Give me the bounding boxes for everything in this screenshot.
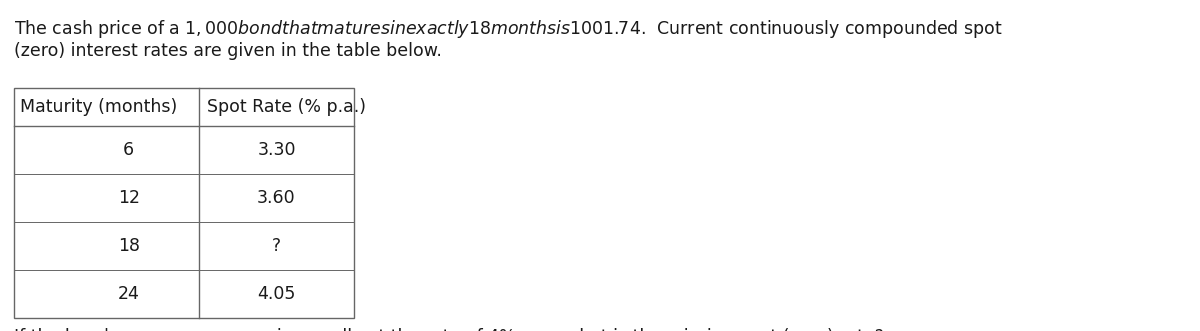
Text: 6: 6	[124, 141, 134, 159]
Text: (zero) interest rates are given in the table below.: (zero) interest rates are given in the t…	[14, 42, 442, 60]
Text: 18: 18	[118, 237, 139, 255]
Text: Maturity (months): Maturity (months)	[20, 98, 178, 116]
Bar	[14, 88, 354, 318]
Text: 4.05: 4.05	[257, 285, 295, 303]
Text: If the bond pays coupons semi-annually at the rate of 4% p.a., what is the missi: If the bond pays coupons semi-annually a…	[14, 328, 884, 331]
Text: 3.60: 3.60	[257, 189, 296, 207]
Text: 3.30: 3.30	[257, 141, 295, 159]
Text: 24: 24	[118, 285, 139, 303]
Text: ?: ?	[272, 237, 281, 255]
Text: 12: 12	[118, 189, 139, 207]
Text: The cash price of a $1,000 bond that matures in exactly 18 months is $1001.74.  : The cash price of a $1,000 bond that mat…	[14, 18, 1002, 40]
Text: Spot Rate (% p.a.): Spot Rate (% p.a.)	[208, 98, 366, 116]
